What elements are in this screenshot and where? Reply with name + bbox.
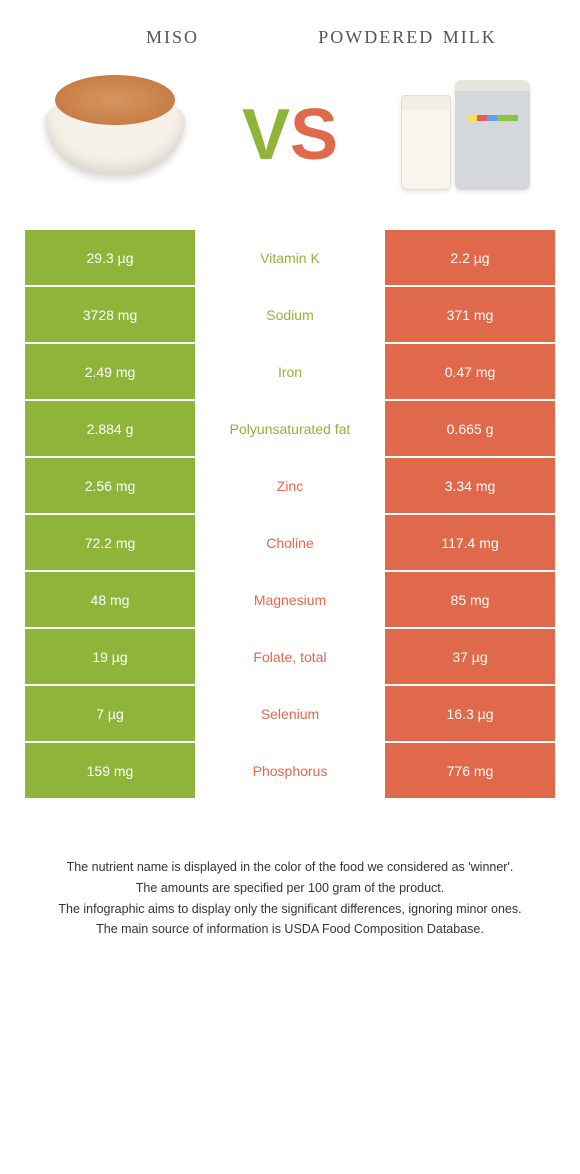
- value-left: 2.49 mg: [25, 344, 195, 399]
- value-left: 29.3 µg: [25, 230, 195, 285]
- milk-can-icon: [455, 80, 530, 190]
- nutrient-table: 29.3 µgVitamin K2.2 µg3728 mgSodium371 m…: [25, 230, 555, 798]
- value-right: 117.4 mg: [385, 515, 555, 570]
- value-right: 37 µg: [385, 629, 555, 684]
- nutrient-label: Selenium: [195, 686, 385, 741]
- footnote-block: The nutrient name is displayed in the co…: [25, 858, 555, 939]
- table-row: 159 mgPhosphorus776 mg: [25, 743, 555, 798]
- value-right: 0.665 g: [385, 401, 555, 456]
- nutrient-label: Folate, total: [195, 629, 385, 684]
- footnote-line: The main source of information is USDA F…: [35, 920, 545, 939]
- vs-s-letter: S: [290, 95, 338, 175]
- nutrient-label: Zinc: [195, 458, 385, 513]
- food2-image: [385, 70, 545, 200]
- nutrient-label: Iron: [195, 344, 385, 399]
- value-left: 2.884 g: [25, 401, 195, 456]
- nutrient-label: Phosphorus: [195, 743, 385, 798]
- value-left: 3728 mg: [25, 287, 195, 342]
- table-row: 48 mgMagnesium85 mg: [25, 572, 555, 627]
- table-row: 72.2 mgCholine117.4 mg: [25, 515, 555, 570]
- vs-v-letter: V: [242, 95, 290, 175]
- value-right: 85 mg: [385, 572, 555, 627]
- nutrient-label: Sodium: [195, 287, 385, 342]
- table-row: 2.884 gPolyunsaturated fat0.665 g: [25, 401, 555, 456]
- value-left: 19 µg: [25, 629, 195, 684]
- value-right: 0.47 mg: [385, 344, 555, 399]
- table-row: 2.49 mgIron0.47 mg: [25, 344, 555, 399]
- food1-image: [35, 70, 195, 200]
- value-left: 48 mg: [25, 572, 195, 627]
- table-row: 29.3 µgVitamin K2.2 µg: [25, 230, 555, 285]
- table-row: 3728 mgSodium371 mg: [25, 287, 555, 342]
- header-row: miso powdered milk: [25, 20, 555, 50]
- milk-glass-icon: [401, 95, 451, 190]
- images-row: VS: [25, 70, 555, 200]
- value-right: 371 mg: [385, 287, 555, 342]
- nutrient-label: Magnesium: [195, 572, 385, 627]
- value-left: 7 µg: [25, 686, 195, 741]
- value-right: 3.34 mg: [385, 458, 555, 513]
- powdered-milk-icon: [401, 80, 530, 190]
- value-right: 16.3 µg: [385, 686, 555, 741]
- footnote-line: The nutrient name is displayed in the co…: [35, 858, 545, 877]
- nutrient-label: Vitamin K: [195, 230, 385, 285]
- vs-label: VS: [242, 94, 338, 176]
- nutrient-label: Polyunsaturated fat: [195, 401, 385, 456]
- table-row: 19 µgFolate, total37 µg: [25, 629, 555, 684]
- value-left: 72.2 mg: [25, 515, 195, 570]
- table-row: 7 µgSelenium16.3 µg: [25, 686, 555, 741]
- value-right: 2.2 µg: [385, 230, 555, 285]
- food2-title: powdered milk: [290, 20, 525, 50]
- food1-title: miso: [55, 20, 290, 50]
- miso-bowl-icon: [45, 95, 185, 175]
- value-left: 2.56 mg: [25, 458, 195, 513]
- value-left: 159 mg: [25, 743, 195, 798]
- nutrient-label: Choline: [195, 515, 385, 570]
- footnote-line: The amounts are specified per 100 gram o…: [35, 879, 545, 898]
- value-right: 776 mg: [385, 743, 555, 798]
- footnote-line: The infographic aims to display only the…: [35, 900, 545, 919]
- table-row: 2.56 mgZinc3.34 mg: [25, 458, 555, 513]
